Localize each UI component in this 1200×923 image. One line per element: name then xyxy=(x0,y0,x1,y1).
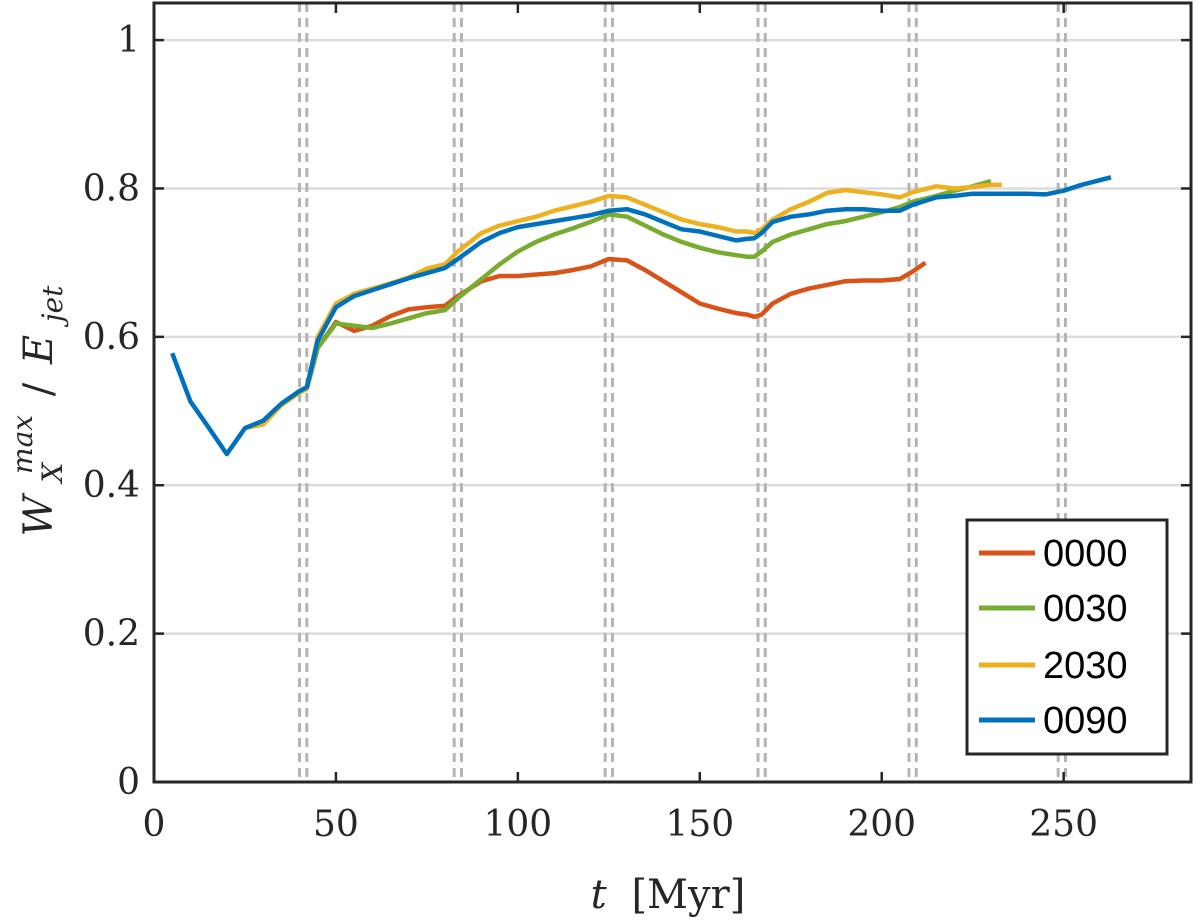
x-tick-label-100: 100 xyxy=(484,804,553,845)
x-tick-label-250: 250 xyxy=(1029,804,1098,845)
y-tick-label-0.6: 0.6 xyxy=(83,317,140,358)
y-axis-divider: / xyxy=(16,382,62,396)
x-axis-label: t [Myr] xyxy=(591,872,746,918)
legend-label-0090: 0090 xyxy=(1043,700,1128,742)
series-line-0090 xyxy=(170,175,1112,457)
x-tick-label-50: 50 xyxy=(313,804,359,845)
axis-ticks: 0 50 100 150 200 250 0 0.2 0.4 0.6 0.8 1 xyxy=(83,3,1191,845)
x-axis-variable: t xyxy=(591,872,608,918)
y-tick-label-0: 0 xyxy=(117,762,140,803)
x-tick-label-200: 200 xyxy=(847,804,916,845)
x-tick-label-150: 150 xyxy=(665,804,734,845)
y-axis-denominator-subscript: jet xyxy=(36,285,69,328)
legend-item-0090: 0090 xyxy=(979,700,1128,742)
series-lines xyxy=(170,175,1112,457)
legend-box xyxy=(965,518,1169,756)
x-axis-unit: [Myr] xyxy=(631,872,745,918)
y-tick-label-1: 1 xyxy=(117,20,140,61)
legend: 0000 0030 2030 0090 xyxy=(965,518,1169,756)
series-line-0000 xyxy=(298,256,927,395)
legend-item-0000: 0000 xyxy=(979,533,1128,575)
x-tick-label-0: 0 xyxy=(143,804,166,845)
y-tick-label-0.4: 0.4 xyxy=(83,465,140,506)
legend-label-2030: 2030 xyxy=(1043,645,1128,687)
y-axis-superscript: max xyxy=(6,415,39,474)
legend-item-2030: 2030 xyxy=(979,645,1128,687)
legend-label-0000: 0000 xyxy=(1043,533,1128,575)
y-tick-label-0.2: 0.2 xyxy=(83,614,140,655)
y-axis-symbol: W xyxy=(16,492,62,536)
y-tick-label-0.8: 0.8 xyxy=(83,168,140,209)
plot-frame xyxy=(152,1,1193,784)
y-axis-denominator: E xyxy=(16,335,62,365)
legend-item-0030: 0030 xyxy=(979,588,1128,630)
legend-label-0030: 0030 xyxy=(1043,588,1128,630)
series-line-0030 xyxy=(298,178,992,395)
y-axis-subscript: X xyxy=(36,462,69,485)
y-axis-label: W X max / E jet xyxy=(0,285,72,537)
